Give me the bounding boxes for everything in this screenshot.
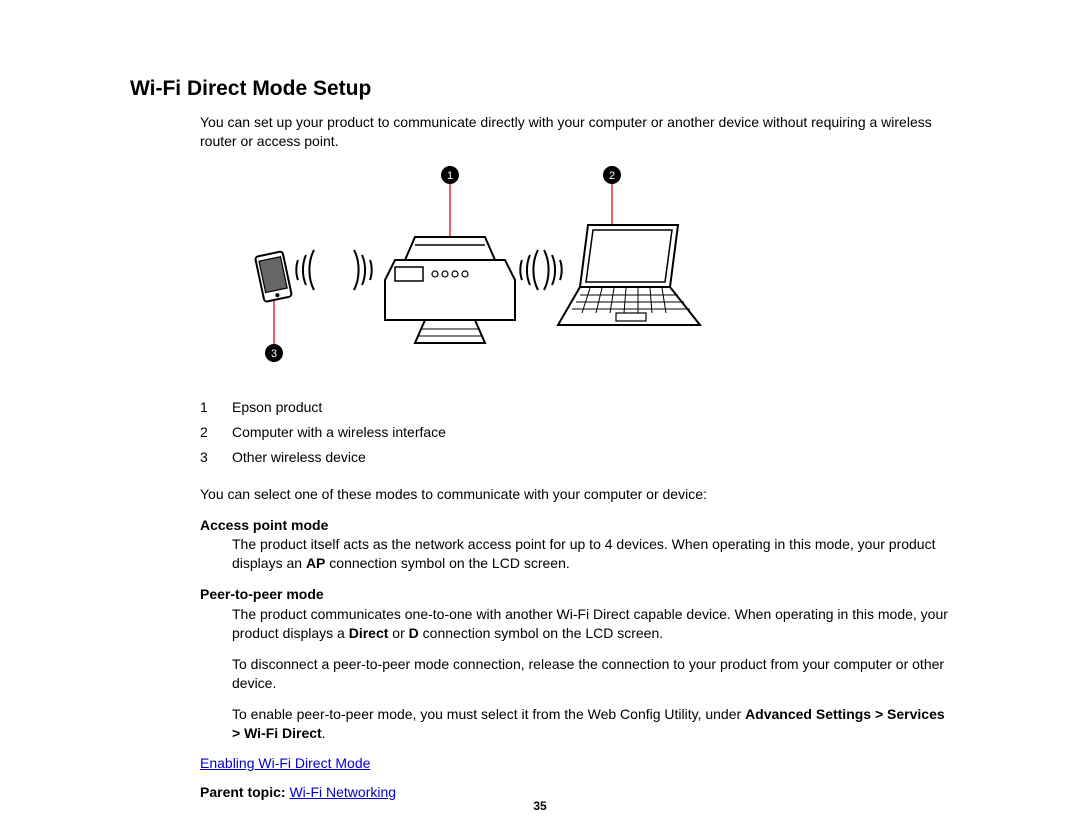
legend-num: 1 <box>200 398 232 417</box>
legend-label: Epson product <box>232 398 322 417</box>
legend-row: 3 Other wireless device <box>200 448 950 467</box>
wifi-waves-right-icon <box>520 250 561 290</box>
diagram-legend: 1 Epson product 2 Computer with a wirele… <box>200 398 950 467</box>
peer-to-peer-mode-desc: The product communicates one-to-one with… <box>232 605 950 643</box>
intro-text: You can set up your product to communica… <box>200 113 950 151</box>
legend-num: 3 <box>200 448 232 467</box>
legend-row: 1 Epson product <box>200 398 950 417</box>
page-number: 35 <box>0 798 1080 814</box>
access-point-mode-title: Access point mode <box>200 516 950 535</box>
peer-to-peer-mode-title: Peer-to-peer mode <box>200 585 950 604</box>
wifi-waves-left-icon <box>296 250 371 290</box>
peer-to-peer-enable-text: To enable peer-to-peer mode, you must se… <box>232 705 950 743</box>
legend-num: 2 <box>200 423 232 442</box>
device-printer-icon <box>385 237 515 343</box>
callout-1: 1 <box>447 170 453 182</box>
legend-row: 2 Computer with a wireless interface <box>200 423 950 442</box>
peer-to-peer-disconnect-text: To disconnect a peer-to-peer mode connec… <box>232 655 950 693</box>
legend-label: Computer with a wireless interface <box>232 423 446 442</box>
legend-label: Other wireless device <box>232 448 366 467</box>
callout-2: 2 <box>609 170 615 182</box>
enabling-wifi-direct-link[interactable]: Enabling Wi-Fi Direct Mode <box>200 755 370 771</box>
wifi-direct-diagram: 1 2 3 <box>200 165 950 380</box>
device-phone-icon <box>255 251 292 302</box>
device-laptop-icon <box>558 225 700 325</box>
page-title: Wi-Fi Direct Mode Setup <box>130 75 950 103</box>
mode-intro-text: You can select one of these modes to com… <box>200 485 950 504</box>
callout-3: 3 <box>271 348 277 360</box>
access-point-mode-desc: The product itself acts as the network a… <box>232 535 950 573</box>
